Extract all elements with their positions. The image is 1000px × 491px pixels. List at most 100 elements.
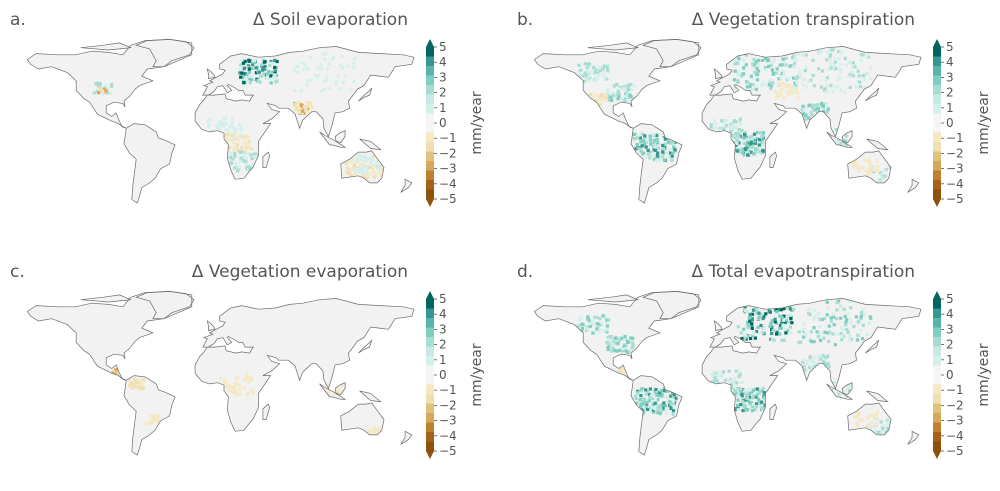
anomaly-cell <box>665 395 669 399</box>
anomaly-cell <box>639 394 643 398</box>
anomaly-cell <box>794 53 798 57</box>
anomaly-cell <box>265 76 269 81</box>
anomaly-cell <box>827 339 831 343</box>
anomaly-field <box>92 52 384 180</box>
anomaly-cell <box>757 391 761 395</box>
anomaly-cell <box>250 388 254 392</box>
anomaly-cell <box>613 348 617 352</box>
colorbar-tick-label: 5 <box>439 292 447 306</box>
anomaly-cell <box>744 135 748 139</box>
anomaly-cell <box>743 131 747 135</box>
coastline-indonesia <box>319 131 347 148</box>
anomaly-cell <box>792 61 797 65</box>
anomaly-cell <box>740 337 744 341</box>
anomaly-cell <box>644 406 648 410</box>
anomaly-cell <box>829 84 833 88</box>
anomaly-cell <box>254 71 258 75</box>
anomaly-cell <box>749 74 753 78</box>
anomaly-cell <box>778 332 782 336</box>
anomaly-cell <box>755 73 759 77</box>
anomaly-cell <box>352 166 356 170</box>
anomaly-cell <box>656 388 660 392</box>
anomaly-cell <box>267 76 272 81</box>
anomaly-cell <box>580 322 584 326</box>
anomaly-cell <box>778 314 782 318</box>
anomaly-cell <box>775 310 779 314</box>
anomaly-cell <box>372 164 376 168</box>
anomaly-cell <box>327 383 331 387</box>
anomaly-cell <box>807 311 811 315</box>
anomaly-cell <box>630 341 635 345</box>
anomaly-cell <box>305 104 309 109</box>
anomaly-cell <box>613 341 617 345</box>
anomaly-cell <box>806 359 810 363</box>
anomaly-cell <box>593 332 597 336</box>
anomaly-cell <box>782 60 786 64</box>
anomaly-cell <box>772 338 776 342</box>
anomaly-cell <box>237 165 241 169</box>
anomaly-cell <box>790 321 794 325</box>
anomaly-cell <box>743 333 747 337</box>
anomaly-cell <box>778 63 782 67</box>
anomaly-cell <box>788 64 792 68</box>
anomaly-cell <box>780 63 784 67</box>
anomaly-cell <box>149 414 153 418</box>
land-newzealand <box>907 431 919 445</box>
colorbar-segment <box>426 394 434 404</box>
anomaly-cell <box>593 92 597 96</box>
anomaly-cell <box>307 67 311 71</box>
anomaly-cell <box>673 148 677 152</box>
anomaly-cell <box>640 144 644 148</box>
anomaly-cell <box>649 138 653 142</box>
anomaly-cell <box>742 58 746 62</box>
anomaly-cell <box>662 147 666 151</box>
anomaly-cell <box>770 68 774 72</box>
land-greenland <box>136 291 194 319</box>
anomaly-cell <box>293 89 297 93</box>
land-north-america <box>27 39 192 129</box>
anomaly-cell <box>662 389 666 393</box>
coastline-borneo <box>334 382 346 395</box>
anomaly-cell <box>746 408 750 412</box>
anomaly-cell <box>595 77 599 81</box>
anomaly-cell <box>794 83 798 87</box>
anomaly-cell <box>755 137 759 141</box>
anomaly-cell <box>838 76 842 80</box>
anomaly-cell <box>752 139 756 143</box>
anomaly-cell <box>873 416 877 420</box>
land-madagascar <box>262 404 270 420</box>
anomaly-cell <box>346 64 350 68</box>
anomaly-cell <box>747 399 751 403</box>
anomaly-cell <box>798 340 803 344</box>
anomaly-cell <box>671 401 675 406</box>
anomaly-cell <box>839 316 843 320</box>
anomaly-cell <box>853 65 857 69</box>
anomaly-cell <box>735 141 739 146</box>
anomaly-cell <box>600 97 604 101</box>
anomaly-cell <box>836 140 840 144</box>
anomaly-cell <box>617 94 621 98</box>
anomaly-cell <box>747 142 751 146</box>
anomaly-cell <box>882 168 886 172</box>
anomaly-cell <box>607 318 611 322</box>
anomaly-cell <box>270 70 274 74</box>
anomaly-cell <box>589 322 593 327</box>
anomaly-cell <box>858 418 862 422</box>
anomaly-cell <box>759 323 763 328</box>
anomaly-cell <box>356 157 361 161</box>
anomaly-cell <box>748 312 752 316</box>
anomaly-cell <box>747 147 751 151</box>
anomaly-cell <box>247 77 251 81</box>
anomaly-cell <box>606 88 610 92</box>
anomaly-cell <box>751 308 756 312</box>
anomaly-cell <box>827 324 831 328</box>
colorbar-tick-label: −4 <box>946 429 964 443</box>
anomaly-cell <box>240 150 244 154</box>
anomaly-cell <box>792 65 796 69</box>
anomaly-cell <box>732 86 737 90</box>
anomaly-cell <box>736 387 740 391</box>
anomaly-cell <box>228 385 232 389</box>
anomaly-cell <box>639 140 643 144</box>
anomaly-cell <box>778 89 782 93</box>
anomaly-cell <box>626 350 630 354</box>
